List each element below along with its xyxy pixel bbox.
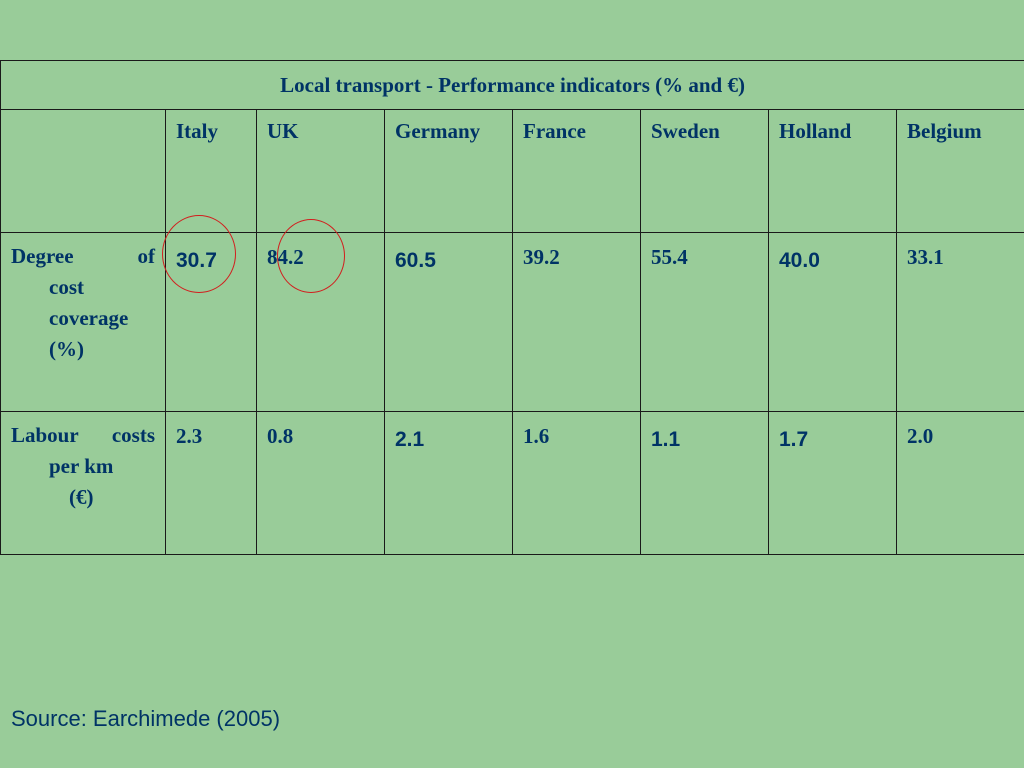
label-word: coverage xyxy=(49,306,129,330)
label-word: (€) xyxy=(69,485,94,509)
label-word: Degree xyxy=(11,244,74,268)
col-header-belgium: Belgium xyxy=(895,109,1024,233)
cell-france-labour: 1.6 xyxy=(512,411,641,555)
cell-belgium-labour: 2.0 xyxy=(895,411,1024,555)
cell-belgium-cost: 33.1 xyxy=(895,232,1024,412)
col-header-holland: Holland xyxy=(768,109,897,233)
cell-holland-cost: 40.0 xyxy=(768,232,897,412)
cell-value: 84.2 xyxy=(267,245,304,269)
label-word: of xyxy=(137,244,156,268)
cell-sweden-labour: 1.1 xyxy=(640,411,769,555)
cell-holland-labour: 1.7 xyxy=(768,411,897,555)
label-word: per km xyxy=(49,454,114,478)
col-header-italy: Italy xyxy=(165,109,257,233)
label-word: (%) xyxy=(49,337,84,361)
cell-uk-cost: 84.2 xyxy=(256,219,385,412)
label-word: Labour xyxy=(11,423,79,447)
label-word: costs xyxy=(111,423,155,447)
header-empty-cell xyxy=(0,109,166,233)
cell-germany-labour: 2.1 xyxy=(384,411,513,555)
cell-france-cost: 39.2 xyxy=(512,232,641,412)
cell-germany-cost: 60.5 xyxy=(384,232,513,412)
cell-uk-labour: 0.8 xyxy=(256,411,385,555)
label-word: cost xyxy=(49,275,84,299)
cell-italy-labour: 2.3 xyxy=(165,411,257,555)
row-label-cost-coverage: Degree of cost coverage (%) xyxy=(0,232,166,412)
col-header-sweden: Sweden xyxy=(640,109,769,233)
cell-sweden-cost: 55.4 xyxy=(640,232,769,412)
col-header-france: France xyxy=(512,109,641,233)
source-note: Source: Earchimede (2005) xyxy=(11,706,281,731)
cell-value: 30.7 xyxy=(176,249,217,272)
header-row: Italy UK Germany France Sweden Holland B… xyxy=(0,109,1024,233)
table-row: Labour costs per km (€) 2.3 0.8 2.1 1.6 1… xyxy=(0,411,1024,555)
col-header-uk: UK xyxy=(256,109,385,233)
performance-table: Local transport - Performance indicators… xyxy=(0,60,1024,555)
table-row: Degree of cost coverage (%) 30.7 84.2 60.… xyxy=(0,215,1024,412)
table-title: Local transport - Performance indicators… xyxy=(0,60,1024,110)
col-header-germany: Germany xyxy=(384,109,513,233)
row-label-labour-costs: Labour costs per km (€) xyxy=(0,411,166,555)
cell-italy-cost: 30.7 xyxy=(162,215,257,412)
